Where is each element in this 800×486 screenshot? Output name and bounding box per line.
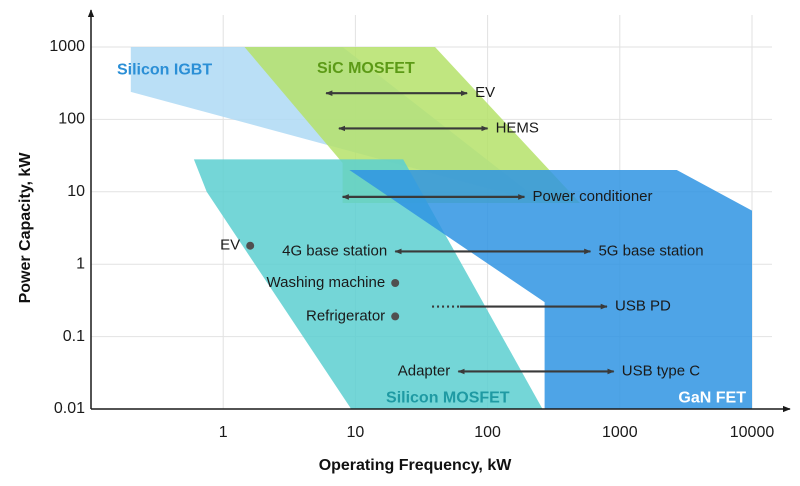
x-tick-label: 1 xyxy=(219,424,228,441)
x-tick-label: 10 xyxy=(347,424,365,441)
range-label-hems: HEMS xyxy=(496,119,539,136)
x-tick-label: 10000 xyxy=(730,424,775,441)
y-tick-label: 10 xyxy=(67,183,85,200)
range-label-usb-pd: USB PD xyxy=(615,298,671,315)
point-label-washing-machine: Washing machine xyxy=(267,274,386,291)
point-ev xyxy=(246,241,255,250)
range-label-usb-type-c: USB type C xyxy=(622,362,701,379)
point-washing-machine xyxy=(391,278,400,287)
region-gan-fet xyxy=(349,170,752,409)
y-tick-label: 1000 xyxy=(49,38,85,55)
y-tick-label: 0.1 xyxy=(63,328,85,345)
axes: 1 10 100 1000 10000 1000 100 10 1 0.1 0.01 xyxy=(49,9,791,441)
region-silicon-mosfet xyxy=(193,159,543,409)
region-label-silicon-igbt: Silicon IGBT xyxy=(117,61,212,78)
region-sic-mosfet xyxy=(244,47,580,203)
technology-regions: Silicon IGBT SiC MOSFET Silicon MOSFET GaN … xyxy=(117,47,752,409)
point-label-ev: EV xyxy=(220,237,240,254)
x-axis-label: Operating Frequency, kW xyxy=(319,457,513,474)
application-annotations: EV HEMS Power conditioner 4G base station 5G… xyxy=(220,84,703,379)
range-label-power-conditioner: Power conditioner xyxy=(532,188,652,205)
y-tick-label: 100 xyxy=(58,111,85,128)
range-label-adapter: Adapter xyxy=(398,362,451,379)
region-label-sic-mosfet: SiC MOSFET xyxy=(317,60,415,77)
point-label-refrigerator: Refrigerator xyxy=(306,307,385,324)
x-tick-label: 1000 xyxy=(602,424,638,441)
region-label-gan-fet: GaN FET xyxy=(678,390,746,407)
range-label-4g-base-station: 4G base station xyxy=(282,242,387,259)
y-tick-label: 1 xyxy=(76,255,85,272)
y-axis-label: Power Capacity, kW xyxy=(17,152,34,304)
y-tick-label: 0.01 xyxy=(54,400,85,417)
point-refrigerator xyxy=(391,312,400,321)
region-label-silicon-mosfet: Silicon MOSFET xyxy=(386,390,510,407)
range-label-ev: EV xyxy=(475,84,495,101)
x-tick-label: 100 xyxy=(474,424,501,441)
range-label-5g-base-station: 5G base station xyxy=(598,242,703,259)
